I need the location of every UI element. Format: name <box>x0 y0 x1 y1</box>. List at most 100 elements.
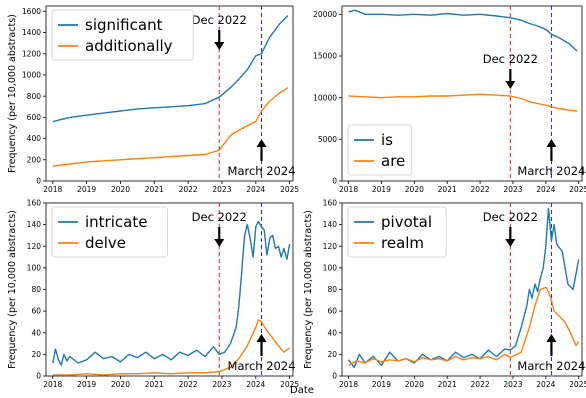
x-tick-label: 2022 <box>471 380 490 389</box>
annotation-dec-2022: Dec 2022 <box>192 210 247 224</box>
legend-label-delve: delve <box>85 234 126 252</box>
legend-label-pivotal: pivotal <box>381 213 432 231</box>
x-tick-label: 2022 <box>179 380 198 389</box>
y-tick-label: 200 <box>27 155 42 164</box>
y-tick-label: 5000 <box>318 135 337 144</box>
annotation-arrow-dec-2022-head <box>505 239 516 247</box>
annotation-arrow-dec-2022-head <box>214 239 225 247</box>
legend-label-intricate: intricate <box>85 213 147 231</box>
x-tick-label: 2022 <box>179 185 198 194</box>
y-tick-label: 1200 <box>22 49 41 58</box>
y-tick-label: 120 <box>323 242 338 251</box>
x-tick-label: 2020 <box>405 380 424 389</box>
series-line-is <box>348 9 578 52</box>
annotation-arrow-march-2024-head <box>256 334 267 342</box>
x-tick-label: 2018 <box>339 185 358 194</box>
x-tick-label: 2025 <box>280 380 299 389</box>
annotation-arrow-dec-2022-head <box>505 81 516 89</box>
x-tick-label: 2023 <box>212 380 231 389</box>
y-tick-label: 60 <box>31 307 41 316</box>
annotation-march-2024: March 2024 <box>517 359 585 373</box>
annotation-dec-2022: Dec 2022 <box>192 13 247 27</box>
series-line-realm <box>348 286 580 366</box>
x-tick-label: 2021 <box>438 380 457 389</box>
annotation-arrow-dec-2022-head <box>214 42 225 50</box>
y-tick-label: 80 <box>327 285 337 294</box>
y-tick-label: 0 <box>332 372 337 381</box>
y-tick-label: 800 <box>27 92 42 101</box>
y-tick-label: 20000 <box>313 10 337 19</box>
series-line-are <box>348 93 578 112</box>
annotation-dec-2022: Dec 2022 <box>483 210 538 224</box>
y-tick-label: 160 <box>323 199 338 208</box>
x-tick-label: 2020 <box>111 185 130 194</box>
legend-box <box>347 206 447 258</box>
x-tick-label: 2025 <box>569 185 586 194</box>
legend-box <box>347 124 413 176</box>
legend-label-realm: realm <box>381 234 424 252</box>
annotation-arrow-march-2024-head <box>546 139 557 147</box>
annotation-march-2024: March 2024 <box>228 359 296 373</box>
legend-label-are: are <box>381 152 405 170</box>
annotation-arrow-march-2024-head <box>256 139 267 147</box>
legend-label-is: is <box>381 131 393 149</box>
y-tick-label: 80 <box>31 285 41 294</box>
annotation-march-2024: March 2024 <box>228 164 296 178</box>
panel-intricate-delve: 2018 2019 2020 2021 2022 2023 2024 2025 0 20 40 60 8… <box>7 199 299 389</box>
y-tick-label: 120 <box>27 242 42 251</box>
y-tick-label: 140 <box>27 220 42 229</box>
y-tick-label: 0 <box>36 177 41 186</box>
y-axis-label: Frequency (per 10,000 abstracts) <box>303 210 314 369</box>
legend-label-significant: significant <box>85 16 163 34</box>
series-line-pivotal <box>348 207 580 369</box>
x-tick-label: 2019 <box>372 185 391 194</box>
x-tick-label: 2021 <box>145 185 164 194</box>
series-line-delve <box>52 319 291 376</box>
y-tick-label: 140 <box>323 220 338 229</box>
y-tick-label: 1000 <box>22 71 41 80</box>
y-tick-label: 0 <box>36 372 41 381</box>
y-tick-label: 400 <box>27 134 42 143</box>
x-tick-label: 2024 <box>246 185 265 194</box>
legend-box <box>51 9 194 61</box>
panel-significant-additionally: 2018 2019 2020 2021 2022 2023 2024 2025 0 200 400 6… <box>7 5 299 194</box>
x-tick-label: 2019 <box>77 380 96 389</box>
y-tick-label: 40 <box>327 328 337 337</box>
y-tick-label: 1600 <box>22 7 41 16</box>
y-tick-label: 160 <box>27 199 42 208</box>
x-tick-label: 2024 <box>536 380 555 389</box>
panel-is-are: 2018 2019 2020 2021 2022 2023 2024 2025 0 5000 100… <box>313 5 586 194</box>
y-tick-label: 40 <box>31 328 41 337</box>
series-line-significant <box>52 15 289 123</box>
x-tick-label: 2025 <box>280 185 299 194</box>
legend-box <box>51 206 168 258</box>
x-tick-label: 2025 <box>569 380 586 389</box>
x-tick-label: 2019 <box>372 380 391 389</box>
x-tick-label: 2020 <box>405 185 424 194</box>
y-tick-label: 0 <box>332 177 337 186</box>
y-axis-label: Frequency (per 10,000 abstracts) <box>7 210 18 369</box>
y-tick-label: 10000 <box>313 93 337 102</box>
x-tick-label: 2018 <box>43 380 62 389</box>
y-tick-label: 100 <box>323 263 338 272</box>
y-axis-label: Frequency (per 10,000 abstracts) <box>7 14 18 173</box>
x-tick-label: 2018 <box>43 185 62 194</box>
x-tick-label: 2021 <box>145 380 164 389</box>
y-tick-label: 20 <box>327 350 337 359</box>
x-axis-label: Date <box>290 385 314 396</box>
y-tick-label: 60 <box>327 307 337 316</box>
x-tick-label: 2024 <box>536 185 555 194</box>
x-tick-label: 2021 <box>438 185 457 194</box>
x-tick-label: 2019 <box>77 185 96 194</box>
x-tick-label: 2022 <box>471 185 490 194</box>
panel-pivotal-realm: 2018 2019 2020 2021 2022 2023 2024 2025 0 20 40 60 8… <box>303 199 586 389</box>
x-tick-label: 2023 <box>503 380 522 389</box>
x-tick-label: 2018 <box>339 380 358 389</box>
y-tick-label: 20 <box>31 350 41 359</box>
y-tick-label: 100 <box>27 263 42 272</box>
y-tick-label: 15000 <box>313 52 337 61</box>
annotation-dec-2022: Dec 2022 <box>483 52 538 66</box>
annotation-arrow-march-2024-head <box>546 334 557 342</box>
series-line-additionally <box>52 87 289 167</box>
